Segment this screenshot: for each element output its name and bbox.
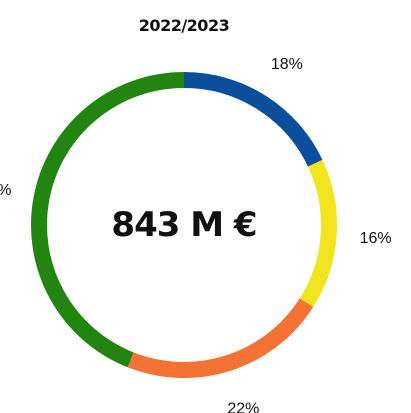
donut-slice-2 [299, 159, 337, 307]
donut-slice-3 [127, 298, 314, 378]
chart-title: 2022/2023 [139, 16, 229, 35]
slice-label-2: 16% [360, 230, 392, 247]
donut-slice-4 [31, 72, 185, 368]
donut-slices [31, 72, 337, 378]
slice-labels: 18% 16% 22% 44% [0, 56, 392, 413]
slice-label-3: 22% [227, 401, 259, 413]
slice-label-4: 44% [0, 182, 11, 199]
donut-slice-1 [183, 72, 323, 167]
center-total-label: 843 M € [111, 205, 256, 245]
slice-label-1: 18% [271, 56, 303, 73]
